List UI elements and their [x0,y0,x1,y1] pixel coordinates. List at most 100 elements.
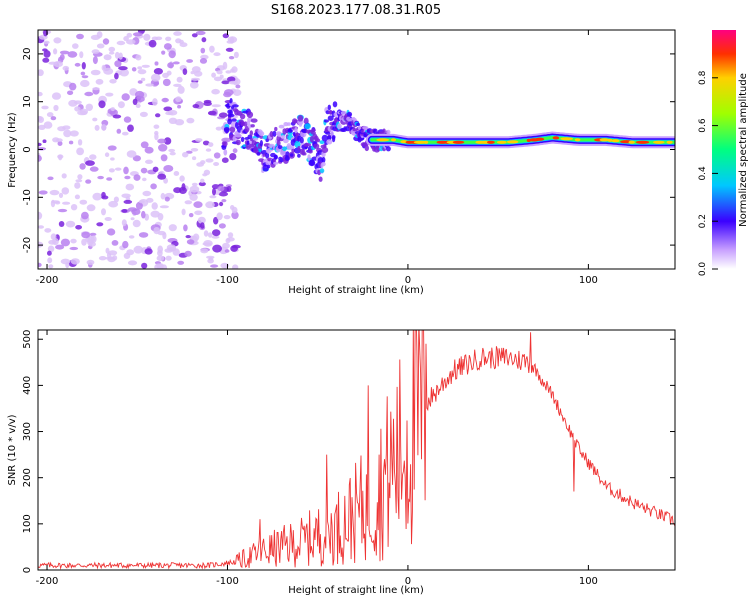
signal-blob [223,149,228,156]
noise-blob [153,68,163,75]
noise-blob [106,228,116,236]
noise-blob [201,37,207,43]
noise-blob [79,163,86,170]
noise-blob [103,54,112,61]
noise-blob [80,79,90,88]
x-tick-label: -100 [216,576,239,587]
noise-blob [212,187,216,196]
noise-blob [226,186,232,192]
noise-blob [148,39,157,48]
noise-blob [230,245,238,252]
signal-blob [223,141,228,147]
noise-blob [96,43,105,49]
snr-frame [37,329,676,571]
noise-blob [53,104,59,112]
ridge-peak [423,140,429,144]
ridge-peak [635,140,650,144]
noise-blob [208,110,217,116]
spectrogram-x-ticks: -200 -100 0 100 [36,30,598,286]
noise-blob [122,131,129,136]
noise-blob [38,225,44,229]
ridge-peak [560,137,573,141]
noise-blob [142,190,152,197]
noise-blob [74,182,81,189]
signal-blob [313,143,320,149]
noise-blob [144,248,153,255]
noise-blob [69,246,79,251]
signal-blob [304,123,311,130]
noise-blob [135,201,143,210]
noise-blob [132,32,143,37]
noise-blob [86,259,95,265]
noise-blob [98,100,106,109]
ridge-peak [607,138,613,142]
noise-blob [55,244,65,250]
noise-blob [192,104,200,109]
noise-blob [53,48,58,55]
snr-y-label: SNR (10 * v/v) [7,414,18,485]
ridge-peak [506,140,519,144]
noise-blob [128,235,135,239]
noise-blob [174,119,185,126]
noise-blob [163,137,172,145]
colorbar-label: Normalized spectral amplitude [738,73,749,227]
noise-blob [131,67,137,72]
noise-blob [176,76,183,83]
noise-blob [232,148,238,154]
noise-blob [140,141,149,149]
noise-blob [150,210,160,218]
noise-blob [43,50,51,58]
colorbar-tick-label: 0.4 [698,166,708,181]
noise-blob [157,138,167,144]
noise-blob [92,87,100,91]
noise-blob [142,177,147,182]
signal-blob [329,109,333,115]
noise-blob [155,36,163,41]
noise-blob [173,83,182,87]
noise-blob [59,50,70,55]
signal-blob [299,137,304,144]
noise-blob [211,88,220,95]
noise-blob [92,192,102,201]
noise-blob [92,56,98,65]
noise-blob [172,61,180,65]
noise-blob [191,66,201,73]
noise-blob [57,208,68,213]
signal-blob [386,129,391,135]
colorbar-tick-label: 0.0 [698,262,708,277]
noise-blob [163,165,174,172]
signal-blob [326,139,333,145]
noise-blob [188,213,194,218]
noise-blob [200,47,206,54]
noise-blob [137,80,143,84]
ridge-peak [552,136,560,140]
y-tick-label: 0 [22,567,33,573]
noise-blob [154,132,159,141]
noise-blob [81,238,87,246]
noise-blob [166,244,176,251]
noise-blob [75,225,82,230]
noise-blob [91,49,100,54]
noise-blob [181,183,186,191]
ridge-peak [413,140,428,144]
noise-blob [58,154,63,161]
noise-blob [193,201,203,209]
signal-blob [283,122,289,127]
noise-blob [103,67,114,75]
noise-blob [156,255,165,262]
signal-blob [297,115,304,122]
noise-blob [172,248,180,256]
noise-blob [223,215,231,220]
noise-blob [112,255,118,261]
noise-blob [127,260,138,266]
noise-blob [135,54,142,61]
noise-blob [85,160,95,166]
noise-blob [114,72,119,80]
noise-blob [177,104,182,109]
noise-blob [133,174,141,181]
noise-blob [222,61,228,70]
noise-blob [198,181,206,187]
noise-blob [145,83,154,87]
spectrogram-y-ticks: -20 -10 0 10 20 [22,48,675,253]
